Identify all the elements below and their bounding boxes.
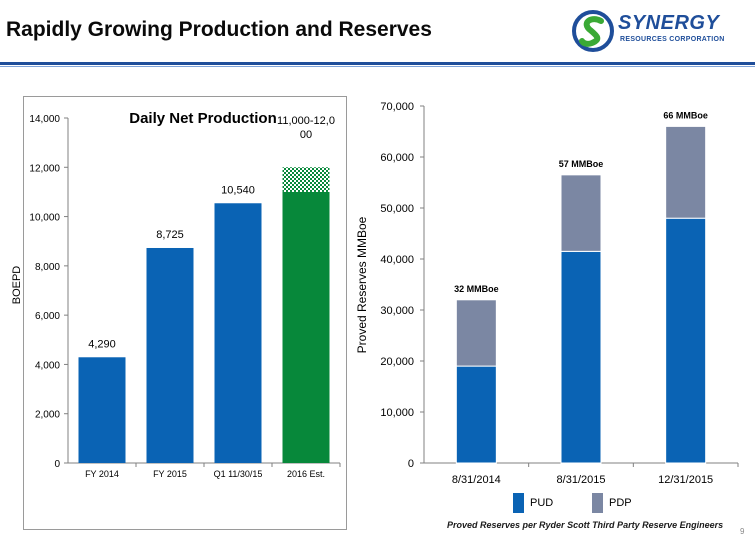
company-logo: SYNERGY RESOURCES CORPORATION (572, 10, 752, 52)
production-data-label: 10,540 (221, 184, 255, 196)
reserves-legend-swatch-pdp (592, 493, 603, 513)
production-bar (214, 203, 262, 463)
production-y-tick-label: 0 (54, 459, 60, 470)
production-x-tick-label: 2016 Est. (287, 469, 325, 479)
production-chart: 0 2,000 4,000 6,000 8,000 10,000 12,000 14,000 F… (11, 110, 341, 479)
reserves-total-label: 57 MMBoe (559, 159, 604, 169)
reserves-legend-label-pdp: PDP (609, 497, 632, 509)
production-estimate-range-bar (282, 167, 330, 192)
production-y-axis-label: BOEPD (11, 266, 23, 305)
production-x-tick-label: FY 2015 (153, 469, 187, 479)
production-y-tick-label: 4,000 (35, 360, 60, 371)
production-data-label: 8,725 (156, 229, 184, 241)
title-divider (0, 62, 755, 65)
reserves-y-tick-label: 50,000 (380, 203, 414, 215)
reserves-y-tick-label: 20,000 (380, 356, 414, 368)
production-y-tick-label: 10,000 (29, 213, 60, 224)
reserves-chart: 0 10,000 20,000 30,000 40,000 50,000 60,000 70,… (355, 101, 739, 513)
reserves-bar-pdp (665, 125, 707, 219)
slide-title: Rapidly Growing Production and Reserves (6, 18, 432, 41)
production-bar (78, 357, 126, 463)
reserves-legend-swatch-pud (513, 493, 524, 513)
page-number: 9 (740, 527, 745, 536)
production-y-tick-label: 6,000 (35, 311, 60, 322)
reserves-x-tick-label: 8/31/2014 (452, 474, 501, 486)
title-divider-accent (0, 66, 755, 67)
production-bar (282, 191, 330, 463)
production-chart-frame (23, 96, 347, 530)
logo-subtitle: RESOURCES CORPORATION (620, 36, 725, 43)
footnote: Proved Reserves per Ryder Scott Third Pa… (447, 520, 724, 530)
reserves-total-label: 66 MMBoe (663, 110, 708, 120)
reserves-y-tick-label: 0 (408, 458, 414, 470)
production-y-tick-label: 8,000 (35, 262, 60, 273)
production-data-label: 4,290 (88, 338, 116, 350)
reserves-y-tick-label: 70,000 (380, 101, 414, 113)
production-x-tick-label: FY 2014 (85, 469, 119, 479)
reserves-y-tick-label: 40,000 (380, 254, 414, 266)
reserves-bar-pud (665, 217, 707, 464)
reserves-x-tick-label: 12/31/2015 (658, 474, 713, 486)
reserves-legend-label-pud: PUD (530, 497, 553, 509)
production-y-tick-label: 14,000 (29, 114, 60, 125)
swirl-s-logo-icon (572, 10, 614, 52)
logo-wordmark: SYNERGY (618, 12, 720, 34)
reserves-y-axis-label: Proved Reserves MMBoe (355, 216, 369, 353)
reserves-y-tick-label: 60,000 (380, 152, 414, 164)
reserves-bar-pdp (455, 299, 497, 367)
reserves-y-tick-label: 10,000 (380, 407, 414, 419)
production-bar (146, 247, 194, 463)
reserves-total-label: 32 MMBoe (454, 284, 499, 294)
production-data-label: 11,000-12,0 00 (277, 115, 335, 141)
production-y-tick-label: 12,000 (29, 163, 60, 174)
production-y-tick-label: 2,000 (35, 410, 60, 421)
production-chart-title: Daily Net Production (129, 110, 277, 127)
reserves-bar-pdp (560, 174, 602, 252)
reserves-bar-pud (455, 365, 497, 464)
reserves-bar-pud (560, 250, 602, 464)
reserves-y-tick-label: 30,000 (380, 305, 414, 317)
reserves-x-tick-label: 8/31/2015 (557, 474, 606, 486)
production-x-tick-label: Q1 11/30/15 (214, 469, 263, 479)
